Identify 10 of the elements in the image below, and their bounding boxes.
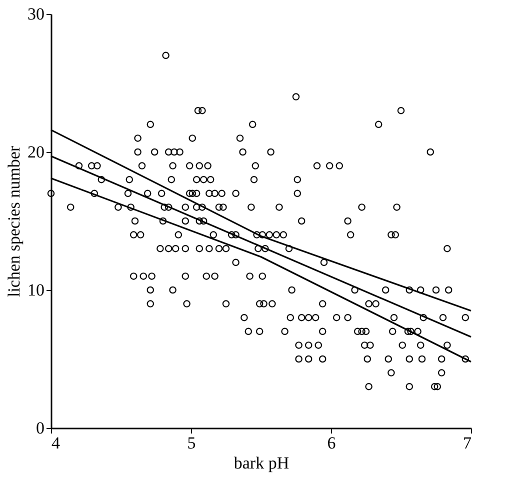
y-tick-label: 10 [28,280,44,300]
x-tick-label: 5 [187,434,196,452]
x-axis-title: bark pH [234,454,290,472]
x-tick-label: 6 [327,434,336,452]
y-axis-title: lichen species number [4,146,24,298]
x-tick-label: 4 [52,434,60,452]
y-tick-label: 0 [36,418,44,438]
y-tick-label: 20 [28,142,44,162]
y-tick-label: 30 [28,4,44,24]
x-tick-label: 7 [463,434,472,452]
